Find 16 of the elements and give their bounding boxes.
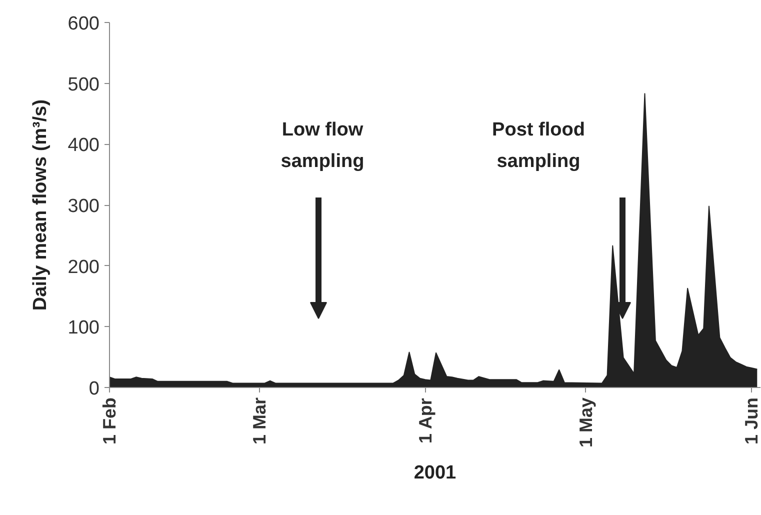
- x-tick-label: 1 May: [576, 397, 596, 448]
- y-tick-label: 300: [68, 196, 100, 217]
- y-tick-label: 600: [68, 14, 100, 34]
- annotation: Post flood sampling: [492, 120, 585, 172]
- y-tick-label: 100: [68, 318, 100, 339]
- y-tick-label: 400: [68, 135, 100, 156]
- x-tick-label: 1 Feb: [100, 397, 120, 445]
- y-axis-title: Daily mean flows (m³/s): [30, 99, 51, 311]
- x-tick-label: 1 Jun: [742, 397, 761, 445]
- annotation: Low flow sampling: [280, 120, 364, 172]
- y-tick-label: 500: [68, 74, 100, 96]
- x-tick-label: 1 Mar: [249, 397, 270, 445]
- y-tick-label: 200: [68, 256, 100, 278]
- y-tick-label: 0: [88, 378, 100, 400]
- x-axis-title: 2001: [414, 462, 457, 484]
- x-tick-label: 1 Apr: [415, 398, 436, 444]
